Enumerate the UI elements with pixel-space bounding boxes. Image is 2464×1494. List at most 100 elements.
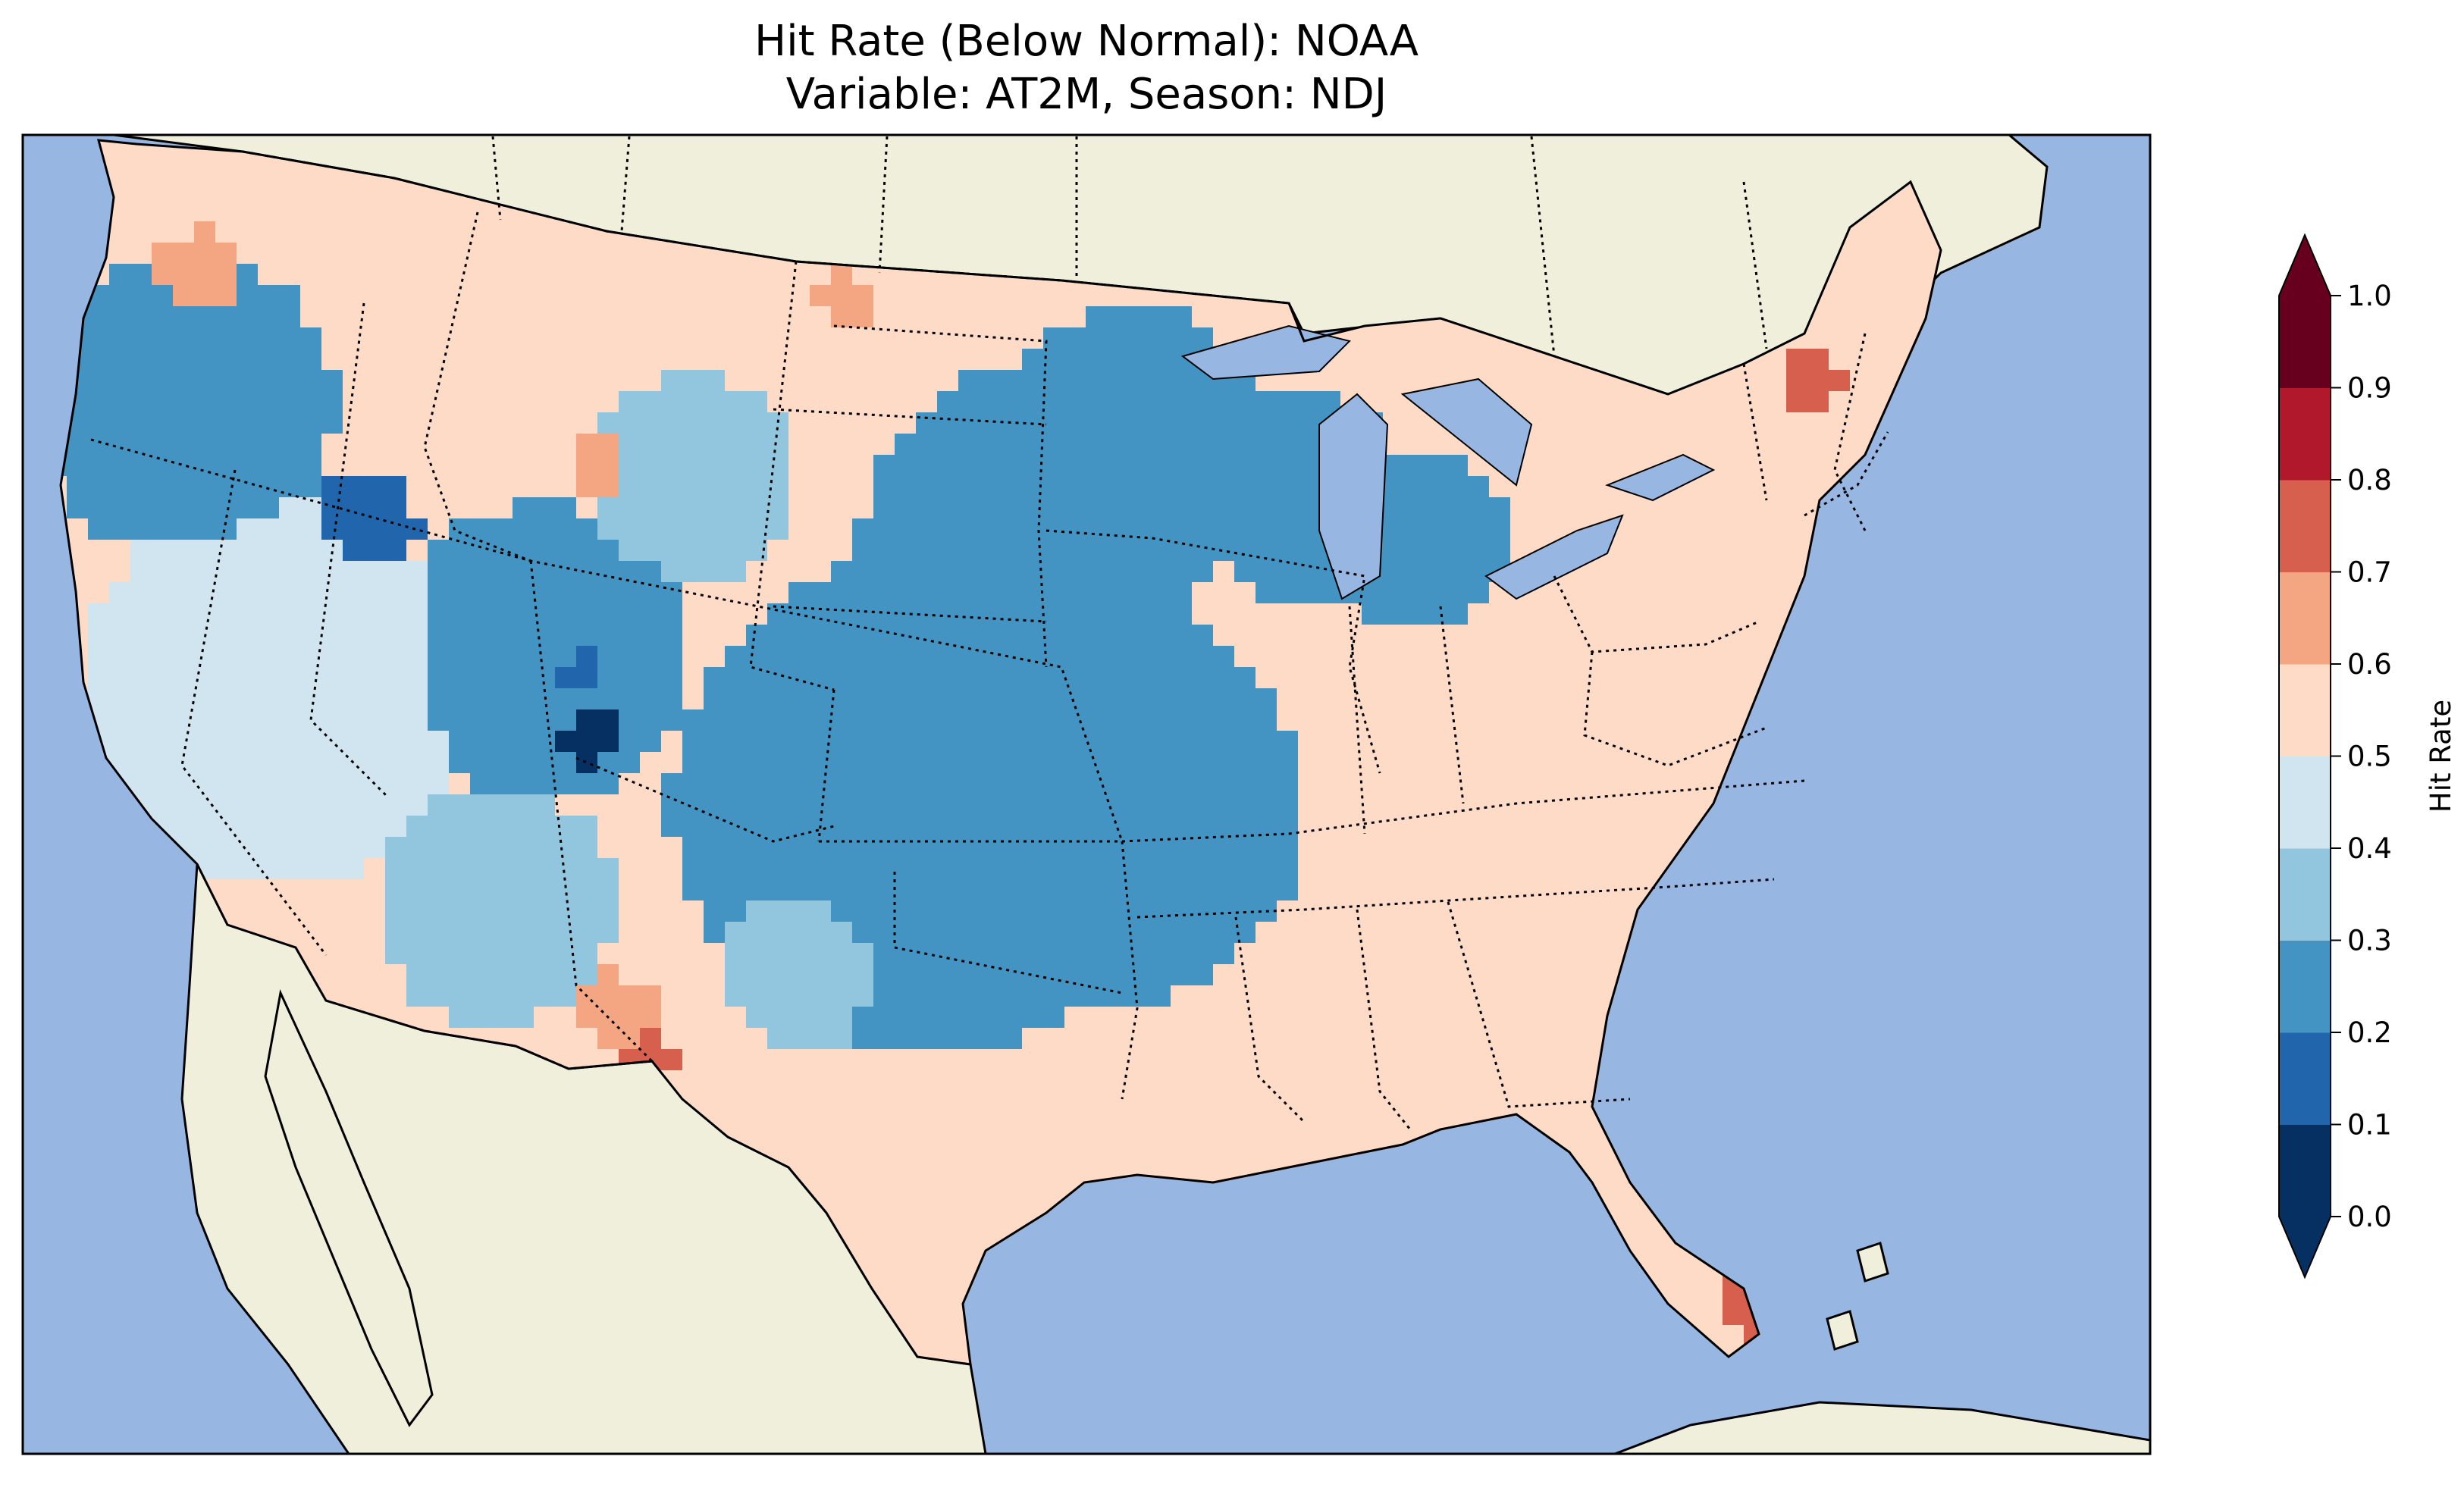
grid-cell xyxy=(1128,1092,1150,1113)
grid-cell xyxy=(1404,455,1426,477)
grid-cell xyxy=(258,370,280,392)
grid-cell xyxy=(1531,858,1553,880)
grid-cell xyxy=(1298,900,1320,922)
grid-cell xyxy=(470,497,492,519)
grid-cell xyxy=(279,412,301,434)
grid-cell xyxy=(406,582,428,604)
grid-cell xyxy=(152,412,174,434)
grid-cell xyxy=(1107,773,1129,795)
grid-cell xyxy=(449,540,471,562)
grid-cell xyxy=(1256,752,1277,774)
grid-cell xyxy=(449,837,471,859)
grid-cell xyxy=(1171,646,1193,668)
grid-cell xyxy=(1171,922,1193,944)
grid-cell xyxy=(491,264,513,286)
grid-cell xyxy=(321,858,343,880)
grid-cell xyxy=(491,349,513,371)
grid-cell xyxy=(640,773,662,795)
grid-cell xyxy=(1553,731,1575,753)
grid-cell xyxy=(1149,306,1171,328)
grid-cell xyxy=(173,625,195,647)
grid-cell xyxy=(1107,667,1129,689)
grid-cell xyxy=(428,879,450,901)
grid-cell xyxy=(1510,349,1532,371)
grid-cell xyxy=(130,434,152,456)
grid-cell xyxy=(788,1049,810,1071)
grid-cell xyxy=(661,985,683,1007)
grid-cell xyxy=(1510,497,1532,519)
grid-cell xyxy=(1128,391,1150,413)
grid-cell xyxy=(895,816,917,838)
grid-cell xyxy=(237,518,259,540)
grid-cell xyxy=(343,285,365,307)
grid-cell xyxy=(1277,646,1299,668)
grid-cell xyxy=(1277,752,1299,774)
grid-cell xyxy=(152,561,174,583)
grid-cell xyxy=(1022,794,1044,816)
grid-cell xyxy=(767,858,789,880)
grid-cell xyxy=(428,773,450,795)
grid-cell xyxy=(661,476,683,498)
grid-cell xyxy=(449,922,471,944)
grid-cell xyxy=(1680,667,1702,689)
grid-cell xyxy=(958,1092,980,1113)
grid-cell xyxy=(449,731,471,753)
grid-cell xyxy=(1107,688,1129,710)
grid-cell xyxy=(1489,667,1511,689)
grid-cell xyxy=(810,561,832,583)
grid-cell xyxy=(873,752,895,774)
grid-cell xyxy=(130,497,152,519)
grid-cell xyxy=(1107,455,1129,477)
grid-cell xyxy=(1362,858,1384,880)
grid-cell xyxy=(1638,646,1660,668)
grid-cell xyxy=(1489,752,1511,774)
grid-cell xyxy=(1001,1092,1023,1113)
grid-cell xyxy=(1510,964,1532,986)
grid-cell xyxy=(576,327,598,349)
grid-cell xyxy=(321,667,343,689)
grid-cell xyxy=(1425,900,1447,922)
grid-cell xyxy=(1149,349,1171,371)
grid-cell xyxy=(1574,434,1596,456)
grid-cell xyxy=(704,1007,726,1029)
grid-cell xyxy=(152,476,174,498)
grid-cell xyxy=(1659,518,1681,540)
grid-cell xyxy=(640,370,662,392)
grid-cell xyxy=(88,646,110,668)
grid-cell xyxy=(746,1092,768,1113)
grid-cell xyxy=(916,327,938,349)
grid-cell xyxy=(1149,1092,1171,1113)
grid-cell xyxy=(1510,1049,1532,1071)
grid-cell xyxy=(1680,1261,1702,1283)
grid-cell xyxy=(215,434,237,456)
grid-cell xyxy=(279,497,301,519)
grid-cell xyxy=(1043,370,1065,392)
grid-cell xyxy=(67,434,89,456)
grid-cell xyxy=(1234,391,1256,413)
grid-cell xyxy=(831,1049,853,1071)
grid-cell xyxy=(788,625,810,647)
grid-cell xyxy=(1171,858,1193,880)
grid-cell xyxy=(958,306,980,328)
grid-cell xyxy=(1553,858,1575,880)
grid-cell xyxy=(343,985,365,1007)
grid-cell xyxy=(1086,879,1108,901)
grid-cell xyxy=(173,497,195,519)
grid-cell xyxy=(640,243,662,265)
grid-cell xyxy=(109,667,131,689)
grid-cell xyxy=(1489,349,1511,371)
grid-cell xyxy=(661,412,683,434)
grid-cell xyxy=(597,518,619,540)
grid-cell xyxy=(788,1028,810,1050)
grid-cell xyxy=(1510,837,1532,859)
grid-cell xyxy=(364,434,386,456)
grid-cell xyxy=(1786,518,1808,540)
grid-cell xyxy=(1128,667,1150,689)
grid-cell xyxy=(916,1155,938,1177)
grid-cell xyxy=(916,540,938,562)
grid-cell xyxy=(1595,752,1617,774)
grid-cell xyxy=(682,709,704,731)
grid-cell xyxy=(237,179,259,201)
grid-cell xyxy=(725,434,747,456)
grid-cell xyxy=(597,922,619,944)
